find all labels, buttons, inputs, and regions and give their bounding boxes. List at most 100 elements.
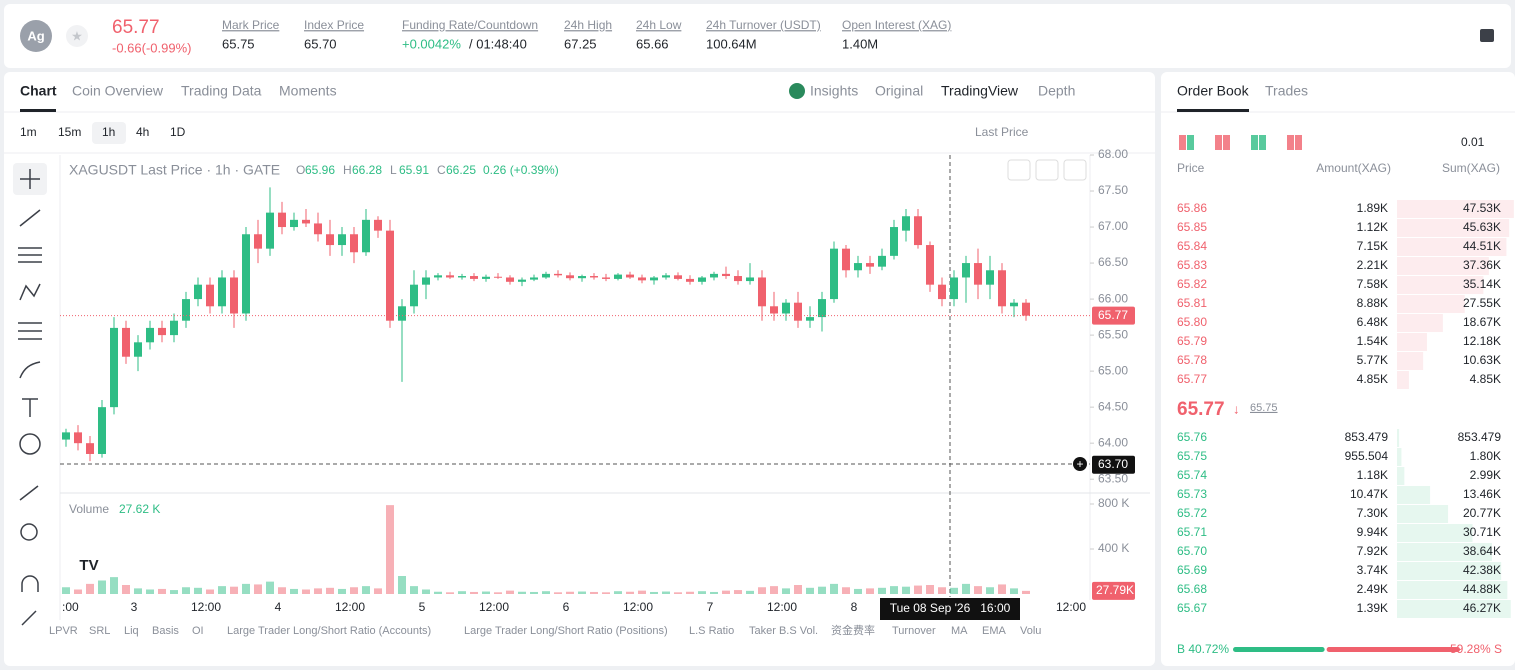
icon-book[interactable]: [1480, 29, 1494, 42]
candle-body: [746, 277, 754, 282]
add-alert[interactable]: [1073, 457, 1087, 471]
indicator[interactable]: SRL: [89, 625, 110, 637]
line-tool[interactable]: [19, 209, 41, 227]
v-tick-label: 400 K: [1098, 541, 1129, 555]
ob-sum: 44.88K: [1463, 582, 1501, 596]
tab[interactable]: Trading Data: [181, 83, 262, 99]
ob-sum: 18.67K: [1463, 315, 1501, 329]
favorite[interactable]: [66, 25, 88, 47]
zoom-tool[interactable]: [20, 523, 38, 541]
stat-value: 100.64M: [706, 36, 757, 51]
ob-tab[interactable]: Order Book: [1177, 83, 1250, 99]
col-head: Amount(XAG): [1316, 161, 1391, 175]
ob-amount: 4.85K: [1357, 372, 1388, 386]
ob-view[interactable]: [1295, 135, 1302, 150]
candle-body: [314, 223, 322, 235]
candle-body: [254, 234, 262, 249]
star[interactable]: ★: [71, 28, 83, 43]
view[interactable]: TradingView: [941, 83, 1019, 99]
fib-tool[interactable]: [18, 247, 42, 263]
text-tool[interactable]: [22, 398, 38, 417]
interval[interactable]: 1D: [170, 125, 186, 139]
volume-bar: [182, 587, 190, 594]
indicator[interactable]: Volu: [1020, 625, 1041, 637]
brush-tool[interactable]: [19, 361, 41, 379]
view[interactable]: Insights: [810, 83, 858, 99]
volume-bar: [626, 591, 634, 594]
ob-view[interactable]: [1187, 135, 1194, 150]
candle-body: [374, 219, 382, 231]
time-label: 6: [563, 600, 570, 614]
interval[interactable]: 1h: [102, 125, 115, 139]
price-type[interactable]: Last Price: [975, 125, 1029, 139]
ruler-tool[interactable]: [19, 485, 39, 501]
ob-price: 65.67: [1177, 601, 1207, 615]
candle-body: [362, 219, 370, 253]
volume-bar: [110, 577, 118, 594]
ob-view[interactable]: [1223, 135, 1230, 150]
volume-bar: [938, 587, 946, 594]
tab[interactable]: Chart: [20, 83, 57, 99]
emoji-tool[interactable]: [19, 433, 41, 455]
chart-btn[interactable]: [1035, 159, 1059, 181]
indicator[interactable]: OI: [192, 625, 204, 637]
volume-bar: [98, 580, 106, 594]
interval[interactable]: 15m: [58, 125, 81, 139]
ob-amount: 1.39K: [1357, 601, 1388, 615]
prediction-tool[interactable]: [18, 322, 42, 340]
volume-bar: [578, 591, 586, 594]
volume-bar: [890, 586, 898, 594]
indicator[interactable]: 资金费率: [831, 623, 875, 637]
ob-view[interactable]: [1251, 135, 1258, 150]
indicator[interactable]: Basis: [152, 625, 179, 637]
candle-body: [782, 302, 790, 314]
chart-btn[interactable]: [1007, 159, 1031, 181]
ob-amount: 1.89K: [1357, 201, 1388, 215]
indicator[interactable]: Turnover: [892, 625, 936, 637]
ohlc-change: 0.26 (+0.39%): [483, 163, 559, 177]
depth-bar: [1397, 524, 1473, 542]
candle-body: [914, 216, 922, 246]
view[interactable]: Depth: [1038, 83, 1075, 99]
time-label: 4: [275, 600, 282, 614]
depth-bar: [1397, 543, 1492, 561]
interval[interactable]: 1m: [20, 125, 37, 139]
ob-tab[interactable]: Trades: [1265, 83, 1308, 99]
cursor-price-tag: [1092, 455, 1135, 474]
volume-bar: [218, 586, 226, 594]
indicator[interactable]: Liq: [124, 625, 139, 637]
indicator[interactable]: MA: [951, 625, 968, 637]
view[interactable]: Original: [875, 83, 923, 99]
interval[interactable]: 4h: [136, 125, 149, 139]
ob-view[interactable]: [1287, 135, 1294, 150]
magnet-tool[interactable]: [21, 575, 39, 592]
ob-view[interactable]: [1259, 135, 1266, 150]
volume-bar: [962, 583, 970, 594]
pen-tool[interactable]: [21, 610, 37, 626]
ob-amount: 5.77K: [1357, 353, 1388, 367]
precision[interactable]: 0.01: [1461, 135, 1485, 149]
indicator[interactable]: Large Trader Long/Short Ratio (Positions…: [464, 625, 668, 637]
stat-label: Funding Rate/Countdown: [402, 18, 538, 32]
ob-price: 65.80: [1177, 315, 1207, 329]
indicator[interactable]: EMA: [982, 625, 1007, 637]
indicator[interactable]: L.S Ratio: [689, 625, 734, 637]
ob-sum: 1.80K: [1470, 449, 1501, 463]
tab[interactable]: Moments: [279, 83, 337, 99]
volume-bar: [158, 588, 166, 594]
add-alert-plus[interactable]: +: [1076, 457, 1083, 471]
indicator[interactable]: LPVR: [49, 625, 78, 637]
crosshair-tool[interactable]: [20, 169, 40, 189]
candle-body: [806, 317, 814, 321]
indicator[interactable]: Large Trader Long/Short Ratio (Accounts): [227, 625, 431, 637]
ob-view[interactable]: [1179, 135, 1186, 150]
volume-value: 27.62 K: [119, 502, 160, 516]
chart-btn[interactable]: [1063, 159, 1087, 181]
ohlc-value: 65.96: [305, 163, 335, 177]
indicator[interactable]: Taker B.S Vol.: [749, 625, 818, 637]
ob-view[interactable]: [1215, 135, 1222, 150]
pattern-tool[interactable]: [19, 283, 41, 301]
tab[interactable]: Coin Overview: [72, 83, 164, 99]
stat-label: Mark Price: [222, 18, 280, 32]
volume-bar: [278, 587, 286, 594]
